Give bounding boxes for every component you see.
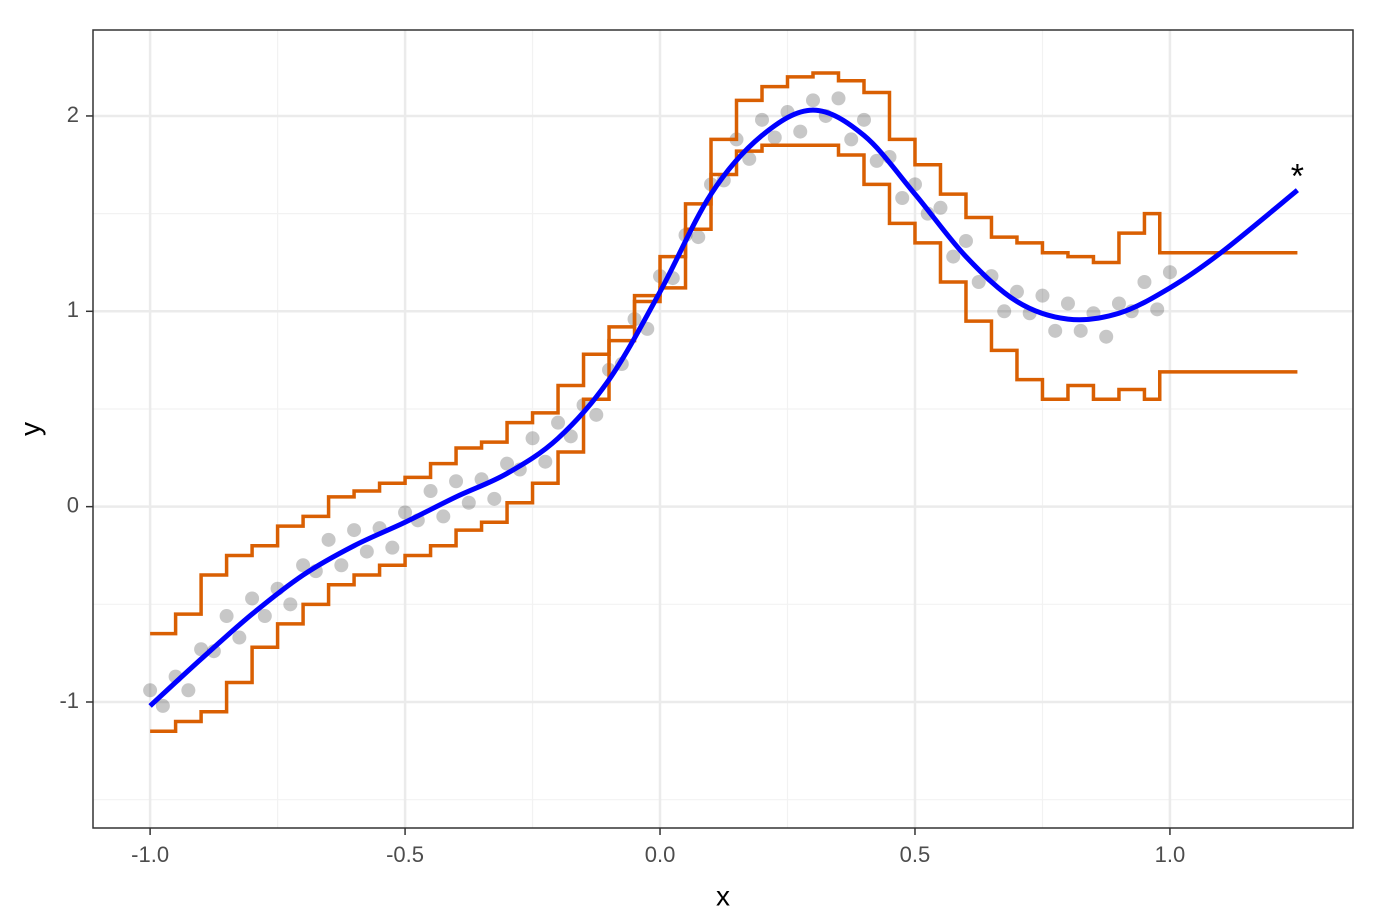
x-axis-title: x [716, 880, 730, 911]
scatter-point [958, 233, 973, 248]
scatter-point [589, 407, 604, 422]
scatter-point [1162, 265, 1177, 280]
scatter-point [1009, 284, 1024, 299]
panel-background [93, 30, 1353, 828]
scatter-point [181, 683, 196, 698]
scatter-point [423, 484, 438, 499]
scatter-point [296, 558, 311, 573]
scatter-point [869, 153, 884, 168]
scatter-point [385, 540, 400, 555]
scatter-point [321, 532, 336, 547]
scatter-point [334, 558, 349, 573]
scatter-point [461, 495, 476, 510]
fit-line [148, 107, 1300, 708]
scatter-point [143, 683, 158, 698]
step-line [150, 71, 1298, 636]
scatter-point [831, 91, 846, 106]
panel-border [92, 29, 1354, 829]
y-tick-label: -1 [59, 688, 79, 713]
x-tick-label: -0.5 [386, 842, 424, 867]
scatter-point [219, 609, 234, 624]
scatter-point [895, 191, 910, 205]
x-tick-label: 1.0 [1155, 842, 1186, 867]
x-tick-label: 0.5 [900, 842, 931, 867]
scatter-point [347, 523, 362, 538]
scatter-point [946, 249, 961, 264]
scatter-point [551, 415, 566, 430]
x-tick-label: 0.0 [645, 842, 676, 867]
scatter-point [971, 275, 986, 289]
scatter-point [933, 200, 948, 215]
scatter-point [436, 509, 451, 524]
scatter-point [257, 609, 272, 624]
y-axis-title: y [14, 422, 45, 436]
scatter-point [1137, 275, 1152, 289]
scatter-point [398, 505, 413, 520]
scatter-point [538, 454, 553, 469]
scatter-point [691, 230, 706, 245]
scatter-point [449, 474, 464, 489]
scatter-point [742, 151, 757, 166]
scatter-point [844, 132, 859, 147]
x-tick-label: -1.0 [131, 842, 169, 867]
scatter-point [1111, 296, 1126, 311]
scatter-point [283, 597, 298, 612]
scatter-point [525, 431, 540, 446]
scatter-point [359, 544, 374, 559]
scatter-point [1060, 296, 1075, 311]
scatter-point [1099, 329, 1114, 344]
scatter-point [232, 630, 247, 645]
scatter-point [806, 93, 820, 108]
scatter-point [755, 112, 770, 127]
scatter-point [155, 698, 170, 713]
scatter-point [1035, 288, 1050, 303]
annotation: * [1291, 157, 1304, 195]
scatter-point [500, 456, 515, 471]
scatter-point [856, 112, 871, 127]
scatter-point [793, 124, 808, 139]
y-tick-label: 1 [67, 297, 79, 322]
scatter-point [997, 304, 1012, 319]
scatter-point [487, 491, 502, 506]
scatter-point [1048, 323, 1063, 338]
y-tick-label: 2 [67, 102, 79, 127]
scatter-point [245, 591, 260, 606]
scatter-point [1073, 323, 1088, 338]
y-tick-label: 0 [67, 492, 79, 517]
scatter-point [767, 130, 782, 145]
scatter-point [1150, 302, 1165, 317]
